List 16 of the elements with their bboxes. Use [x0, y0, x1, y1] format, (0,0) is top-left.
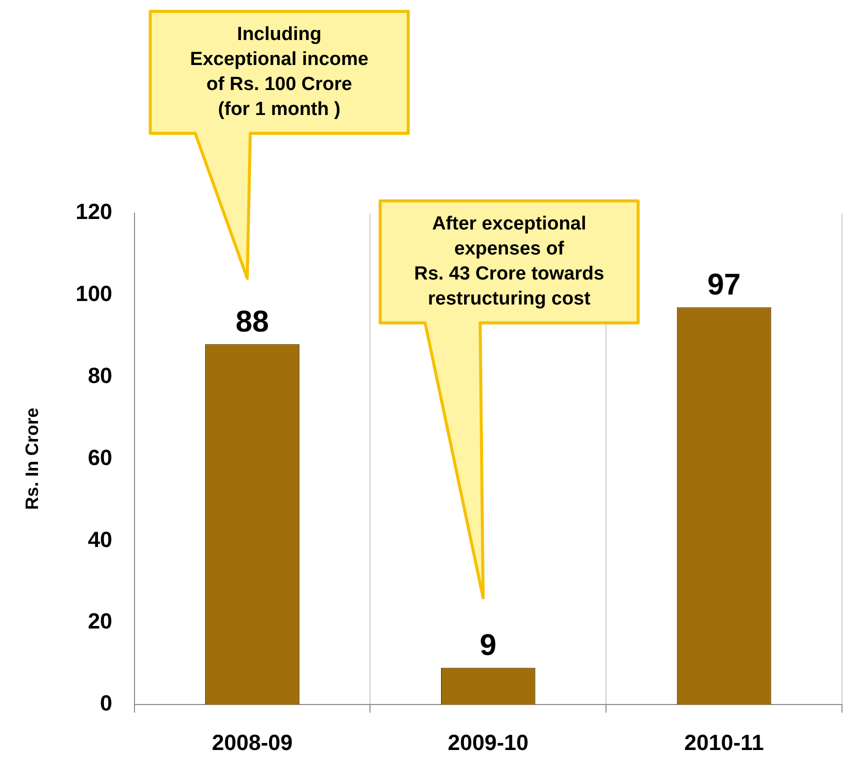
y-tick-label: 60 [88, 444, 112, 470]
y-tick-label: 20 [88, 608, 112, 634]
x-tick-label: 2010-11 [684, 730, 764, 755]
y-tick-label: 0 [100, 690, 112, 716]
y-tick-label: 40 [88, 526, 112, 552]
annotation: After exceptional expenses of Rs. 43 Crore towards restructuring cost [414, 214, 604, 310]
y-tick-label: 120 [76, 199, 112, 224]
x-tick-label: 2009-10 [448, 730, 529, 755]
data-label: 88 [236, 305, 269, 338]
y-tick-label: 80 [88, 362, 112, 388]
data-label: 9 [480, 628, 496, 662]
text: Including Exceptional income of Rs. 100 Crore (for 1 month ) [190, 24, 368, 120]
x-tick-label: 2008-09 [212, 730, 293, 755]
data-label: 97 [707, 268, 741, 302]
y-axis-title: Rs. In Crore [22, 408, 42, 510]
y-tick-label: 100 [76, 280, 112, 306]
